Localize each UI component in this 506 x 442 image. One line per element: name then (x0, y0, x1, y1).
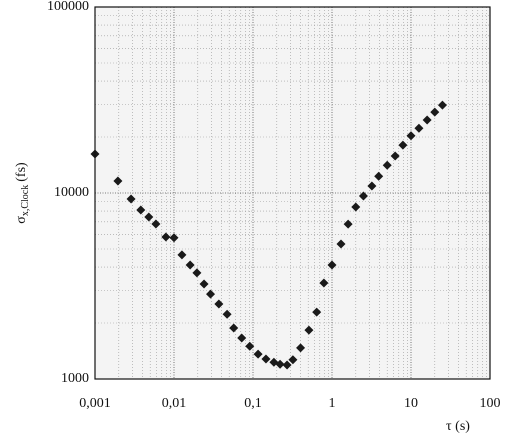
data-point (229, 323, 239, 333)
data-point (144, 212, 154, 222)
data-point (245, 341, 255, 351)
data-point (126, 194, 136, 204)
data-point (398, 140, 408, 150)
x-tick-label: 100 (480, 396, 501, 411)
data-point (304, 325, 314, 335)
x-tick-label: 0,01 (162, 396, 187, 411)
data-point (151, 219, 161, 229)
data-point (430, 107, 440, 117)
y-tick-label: 10000 (54, 185, 89, 200)
data-point (237, 333, 247, 343)
data-point (136, 205, 146, 215)
plot-frame (94, 6, 491, 380)
data-point (185, 260, 195, 270)
data-point (390, 151, 400, 161)
data-point (296, 343, 306, 353)
data-point (282, 360, 292, 370)
data-point (169, 233, 179, 243)
data-point (374, 171, 384, 181)
y-tick-label: 1000 (61, 371, 89, 386)
data-point (253, 349, 263, 359)
data-point (214, 299, 224, 309)
data-point (367, 181, 377, 191)
data-point (414, 123, 424, 133)
data-point (382, 160, 392, 170)
y-label-unit: (fs) (14, 162, 29, 182)
x-tick-label: 1 (329, 396, 336, 411)
x-tick-label: 0,1 (244, 396, 262, 411)
x-tick-label: 0,001 (79, 396, 111, 411)
data-point (261, 354, 271, 364)
data-point (288, 355, 298, 365)
data-point (113, 176, 123, 186)
y-axis-label: σx,Clock (fs) (14, 162, 31, 224)
data-point (437, 100, 447, 110)
data-point (351, 202, 361, 212)
data-point (161, 232, 171, 242)
x-axis-label: τ (s) (446, 419, 470, 434)
y-tick-label: 100000 (47, 0, 89, 14)
data-point (192, 268, 202, 278)
data-point (312, 307, 322, 317)
data-point (199, 279, 209, 289)
data-point (358, 191, 368, 201)
data-point (206, 289, 216, 299)
data-point (406, 131, 416, 141)
data-point (343, 219, 353, 229)
data-point (177, 250, 187, 260)
data-point (422, 115, 432, 125)
y-label-symbol: σ (14, 216, 29, 224)
data-point (327, 260, 337, 270)
y-label-subscript: x,Clock (20, 185, 31, 216)
x-tick-label: 10 (404, 396, 418, 411)
data-point (222, 309, 232, 319)
data-point (336, 239, 346, 249)
data-point (275, 359, 285, 369)
data-point (319, 278, 329, 288)
